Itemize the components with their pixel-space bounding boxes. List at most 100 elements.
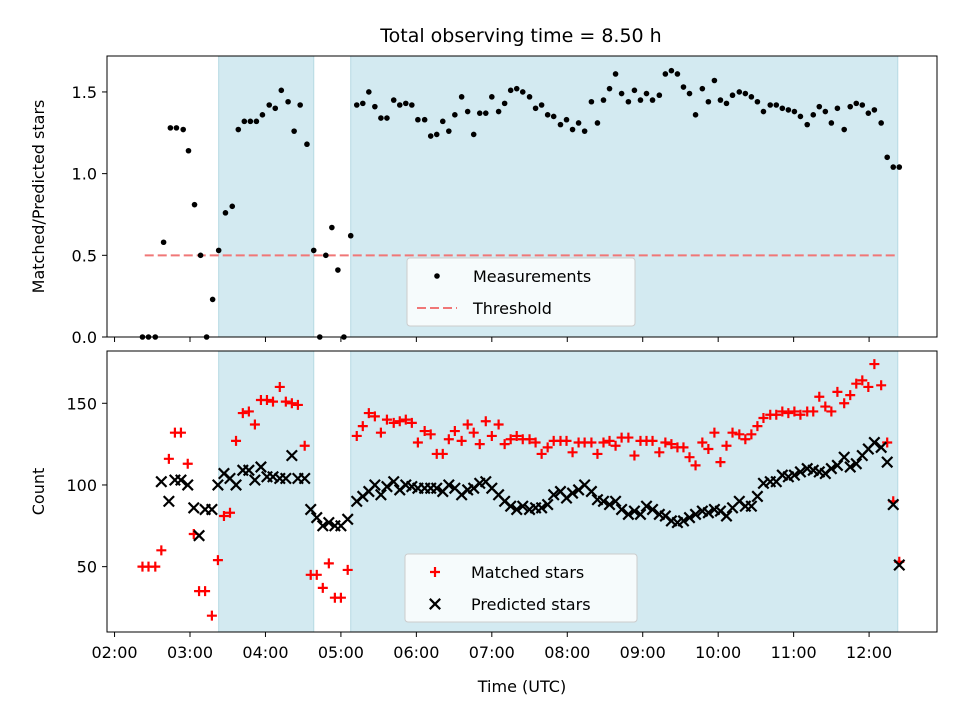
- data-point: [380, 480, 393, 493]
- data-point: [875, 441, 888, 454]
- data-point: [274, 381, 285, 392]
- data-point: [604, 435, 615, 446]
- data-point: [804, 121, 811, 128]
- data-point: [566, 487, 579, 500]
- data-point: [841, 126, 847, 133]
- data-point: [847, 103, 854, 110]
- x-tick-label: 06:00: [393, 643, 439, 662]
- data-point: [720, 510, 733, 522]
- data-point: [421, 116, 428, 123]
- data-point: [229, 203, 236, 210]
- data-point: [230, 478, 243, 491]
- data-point: [167, 125, 174, 131]
- data-point: [791, 108, 798, 115]
- data-point: [381, 414, 392, 425]
- data-point: [699, 85, 706, 92]
- data-point: [163, 453, 174, 464]
- data-point: [501, 100, 508, 107]
- data-point: [532, 105, 539, 112]
- data-point: [384, 115, 390, 121]
- data-point: [182, 458, 193, 469]
- data-point: [237, 408, 248, 419]
- data-point: [278, 87, 285, 94]
- data-point: [304, 141, 310, 148]
- data-point: [247, 118, 254, 125]
- data-point: [896, 164, 903, 170]
- data-point: [530, 437, 541, 448]
- data-point: [689, 508, 702, 521]
- data-point: [372, 103, 378, 110]
- data-point: [261, 395, 272, 406]
- data-point: [311, 569, 322, 580]
- y-tick-label: 50: [77, 558, 97, 577]
- data-point: [705, 98, 712, 105]
- data-point: [292, 399, 303, 410]
- data-point: [544, 112, 551, 118]
- data-point: [882, 437, 893, 448]
- data-point: [683, 511, 696, 524]
- data-point: [400, 414, 411, 425]
- data-point: [709, 427, 720, 438]
- data-point: [702, 506, 715, 519]
- data-point: [628, 505, 641, 518]
- data-point: [717, 97, 724, 103]
- data-point: [711, 77, 718, 84]
- data-point: [715, 457, 726, 468]
- data-point: [310, 511, 323, 524]
- data-point: [495, 108, 502, 115]
- data-point: [162, 495, 175, 508]
- data-point: [752, 421, 763, 432]
- data-point: [575, 120, 582, 126]
- data-point: [316, 519, 329, 532]
- data-point: [519, 89, 526, 95]
- bottom-panel: 50 100 150 02:00 03:00 04:00 05:00 06:00 07:00 08…: [29, 350, 938, 696]
- data-point: [291, 128, 297, 134]
- data-point: [547, 488, 560, 501]
- data-point: [851, 378, 862, 389]
- data-point: [535, 501, 548, 514]
- data-point: [662, 71, 669, 77]
- x-tick-label: 07:00: [469, 643, 515, 662]
- data-point: [474, 439, 485, 450]
- chart-title: Total observing time = 8.50 h: [379, 25, 661, 47]
- data-point: [845, 390, 856, 401]
- data-point: [155, 475, 168, 488]
- data-point: [820, 401, 831, 412]
- data-point: [297, 102, 303, 108]
- data-point: [838, 451, 851, 464]
- y-axis-label: Matched/Predicted stars: [29, 100, 48, 294]
- data-point: [458, 94, 465, 100]
- axes-frame: [106, 350, 938, 633]
- data-point: [387, 475, 400, 488]
- data-point: [366, 89, 372, 95]
- data-point: [231, 435, 242, 446]
- shaded-interval-1: [218, 55, 315, 338]
- data-point: [493, 419, 504, 430]
- data-point: [600, 97, 607, 103]
- data-point: [280, 396, 291, 407]
- data-point: [456, 435, 467, 446]
- data-point: [443, 434, 454, 445]
- data-point: [249, 419, 260, 430]
- data-point: [259, 112, 266, 118]
- y-axis-label: Count: [29, 468, 48, 516]
- data-point: [536, 448, 547, 459]
- series-predicted-stars: [155, 436, 906, 571]
- data-point: [826, 406, 837, 417]
- data-point: [272, 105, 279, 112]
- data-point: [723, 100, 730, 107]
- data-point: [222, 210, 229, 216]
- data-point: [375, 427, 386, 438]
- x-tick-label: 12:00: [846, 643, 892, 662]
- data-point: [637, 97, 644, 103]
- data-point: [452, 112, 458, 118]
- data-point: [323, 252, 329, 259]
- data-point: [868, 436, 881, 449]
- legend-marker-measurements: [434, 273, 440, 279]
- x-tick-label: 10:00: [695, 643, 741, 662]
- data-point: [394, 416, 405, 427]
- data-point: [758, 412, 769, 423]
- data-point: [629, 450, 640, 461]
- data-point: [839, 398, 850, 409]
- data-point: [482, 110, 489, 116]
